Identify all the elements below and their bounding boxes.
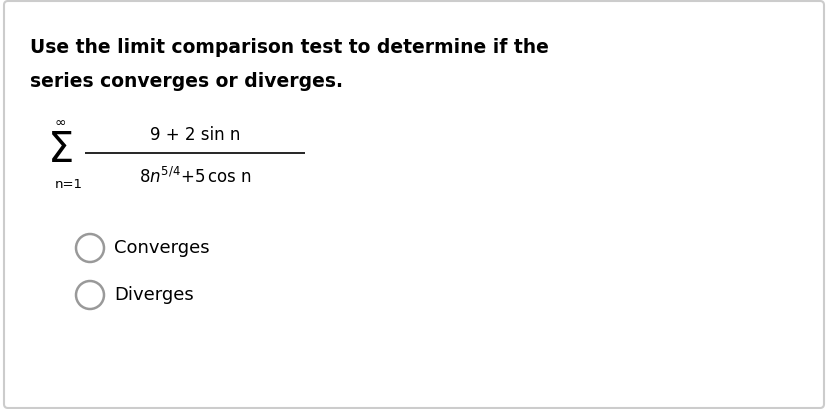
Text: Diverges: Diverges bbox=[114, 286, 194, 304]
Text: n=1: n=1 bbox=[55, 178, 83, 191]
Text: series converges or diverges.: series converges or diverges. bbox=[30, 72, 342, 91]
FancyBboxPatch shape bbox=[4, 1, 823, 408]
Text: 9 + 2 sin n: 9 + 2 sin n bbox=[150, 126, 240, 144]
Text: $8n^{5/4}$$\mathdefault{ + 5\,}$cos n: $8n^{5/4}$$\mathdefault{ + 5\,}$cos n bbox=[138, 167, 251, 187]
Text: Converges: Converges bbox=[114, 239, 209, 257]
Text: Use the limit comparison test to determine if the: Use the limit comparison test to determi… bbox=[30, 38, 548, 57]
Text: ∞: ∞ bbox=[55, 116, 65, 130]
Text: $\Sigma$: $\Sigma$ bbox=[47, 129, 73, 171]
